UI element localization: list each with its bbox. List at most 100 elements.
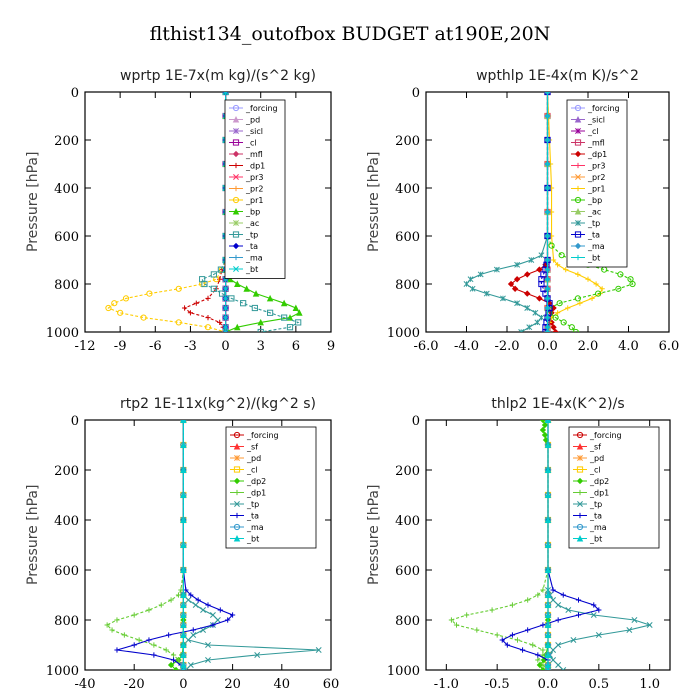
data-point <box>544 611 552 618</box>
legend-label: _pr3 <box>587 162 605 171</box>
legend-label: _pr3 <box>245 173 263 182</box>
legend-marker <box>234 501 240 507</box>
data-point <box>535 652 541 658</box>
data-point <box>243 285 250 292</box>
legend-label: _pr2 <box>587 173 605 182</box>
data-point <box>536 266 543 273</box>
data-point <box>550 587 556 593</box>
legend-label: _dp2 <box>589 477 609 486</box>
y-tick-label: 0 <box>412 86 420 101</box>
data-point <box>575 612 582 618</box>
data-point <box>544 267 551 273</box>
data-point <box>524 290 531 297</box>
legend-marker <box>575 174 581 180</box>
data-point <box>536 661 544 669</box>
y-tick-label: 800 <box>54 278 79 293</box>
legend-label: _cl <box>246 466 258 475</box>
data-point <box>539 426 547 434</box>
plot-area <box>104 420 322 670</box>
data-point <box>204 324 212 331</box>
data-point <box>193 300 199 306</box>
legend-marker <box>232 104 240 112</box>
data-point <box>548 242 555 249</box>
legend-label: _ma <box>589 523 607 532</box>
data-point <box>180 466 187 474</box>
legend-box <box>225 426 317 549</box>
legend-marker <box>233 266 239 272</box>
data-point <box>136 637 142 643</box>
x-tick-label: -6.0 <box>413 339 438 354</box>
x-tick-label: -12 <box>75 339 96 354</box>
data-point <box>222 329 229 332</box>
data-point <box>225 617 231 623</box>
data-point <box>151 642 157 648</box>
data-point <box>151 652 157 658</box>
legend-label: _pr1 <box>587 185 605 194</box>
legend-marker <box>233 466 241 473</box>
legend-label: _ma <box>245 254 263 263</box>
legend: _forcing _pd _sicl _cl _mfl _dp1 _pr3 _pr2 _pr1 _… <box>224 99 286 279</box>
legend-marker <box>233 220 239 226</box>
data-point <box>222 285 229 292</box>
legend-label: _bt <box>246 535 259 544</box>
data-point <box>546 666 550 670</box>
data-point <box>209 612 216 618</box>
y-tick-label: 400 <box>395 514 420 529</box>
data-point <box>230 612 236 618</box>
data-point <box>544 209 551 215</box>
legend-marker <box>576 431 584 439</box>
data-point <box>175 592 182 598</box>
data-point <box>540 587 546 593</box>
data-point <box>563 267 569 273</box>
x-tick-label: -4.0 <box>454 339 479 354</box>
legend-marker <box>234 455 240 461</box>
data-point <box>180 651 187 658</box>
data-point <box>240 300 247 307</box>
data-point <box>538 252 545 259</box>
legend-marker <box>232 242 240 250</box>
legend-marker <box>577 455 583 461</box>
series-pr1 <box>105 92 229 332</box>
data-point <box>589 295 595 301</box>
legend-label: _tp <box>587 219 600 228</box>
data-point <box>538 314 545 321</box>
data-point <box>295 319 302 326</box>
data-point <box>222 295 229 302</box>
data-point <box>117 309 124 316</box>
data-point <box>539 666 547 670</box>
legend-label: _bp <box>245 208 260 217</box>
y-tick-label: 200 <box>395 464 420 479</box>
data-point <box>544 315 551 321</box>
legend-label: _bt <box>587 254 600 263</box>
data-point <box>544 541 552 548</box>
data-point <box>286 324 294 331</box>
data-point <box>593 281 599 287</box>
legend-label: _pd <box>589 454 604 463</box>
data-point <box>180 516 187 523</box>
legend-marker <box>576 466 584 473</box>
figure-title: flthist134_outofbox BUDGET at190E,20N <box>150 23 551 45</box>
data-point <box>170 657 177 663</box>
series-line <box>450 420 549 670</box>
legend-label: _dp1 <box>589 489 609 498</box>
x-tick-label: -20 <box>124 677 145 692</box>
data-point <box>122 295 130 302</box>
data-point <box>507 280 515 288</box>
legend-label: _dp2 <box>246 477 266 486</box>
data-point <box>565 607 572 613</box>
data-point <box>192 602 199 608</box>
y-tick-label: 400 <box>395 182 420 197</box>
x-tick-label: -1.0 <box>434 677 459 692</box>
data-point <box>180 420 187 424</box>
series-dp1 <box>181 92 229 332</box>
data-point <box>210 285 217 292</box>
x-tick-label: -0.5 <box>485 677 510 692</box>
series-bt <box>544 92 551 332</box>
y-tick-label: 800 <box>395 614 420 629</box>
data-point <box>105 304 112 312</box>
legend-label: _forcing <box>245 104 278 113</box>
legend-marker <box>233 185 239 192</box>
data-point <box>222 314 229 321</box>
data-point <box>474 627 480 633</box>
data-point <box>180 601 187 608</box>
